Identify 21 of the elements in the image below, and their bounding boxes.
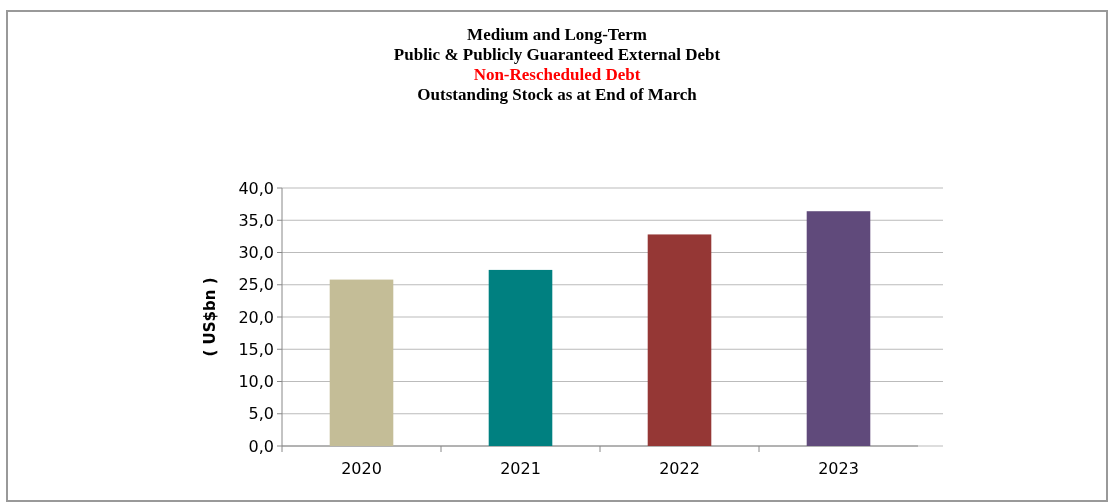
x-tick-label: 2022 <box>659 459 700 478</box>
y-tick-label: 30,0 <box>238 243 274 263</box>
bar <box>488 269 553 446</box>
text: Outstanding Stock as at End of March <box>417 85 698 104</box>
y-axis-title: ( US$bn ) <box>201 277 219 357</box>
x-tick-label: 2023 <box>818 459 859 478</box>
y-tick-label: 35,0 <box>238 210 274 230</box>
y-tick-label: 5,0 <box>248 404 274 424</box>
y-tick-label: 40,0 <box>238 178 274 198</box>
x-tick-label: 2021 <box>500 459 541 478</box>
bar <box>329 279 394 446</box>
chart-title: Medium and Long-Term Public & Publicly Guaranteed External Debt <box>393 25 721 64</box>
bar <box>647 234 712 446</box>
bar <box>806 211 871 446</box>
x-tick-label: 2020 <box>341 459 382 478</box>
y-tick-label: 10,0 <box>238 372 274 392</box>
y-tick-label: 0,0 <box>248 436 274 456</box>
y-tick-label: 25,0 <box>238 275 274 295</box>
y-tick-label: 15,0 <box>238 339 274 359</box>
chart-subtitle: Non-Rescheduled Debt <box>473 65 641 84</box>
y-tick-label: 20,0 <box>238 307 274 327</box>
